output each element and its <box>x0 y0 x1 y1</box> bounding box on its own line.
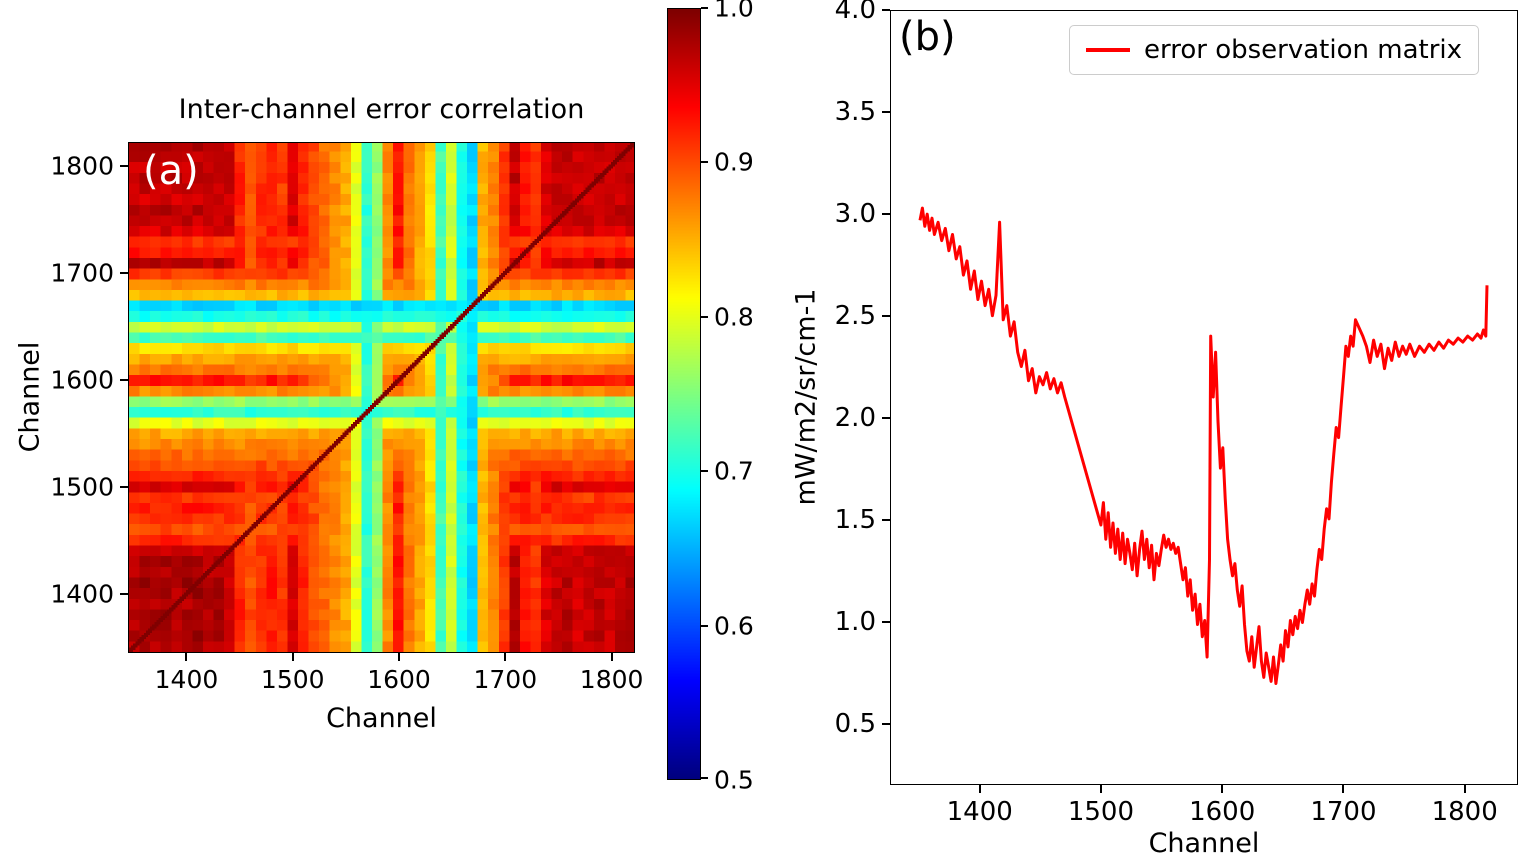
panel-b-x-tick-label: 1600 <box>1189 797 1256 827</box>
panel-b-y-tick-label: 0.5 <box>834 708 876 739</box>
heatmap-plot: (a) <box>128 142 635 653</box>
panel-b-y-tick <box>882 620 890 623</box>
panel-b-y-tick-label: 1.0 <box>834 606 876 637</box>
colorbar-tick <box>701 7 708 9</box>
colorbar-tick-label: 0.8 <box>714 302 754 332</box>
panel-b-x-tick <box>1221 785 1224 793</box>
colorbar-tick-label: 0.6 <box>714 611 754 641</box>
panel-b-y-tick <box>882 722 890 725</box>
panel-b-x-tick-label: 1800 <box>1431 797 1498 827</box>
panel-a-x-tick <box>504 653 507 661</box>
panel-b-x-tick-label: 1500 <box>1067 797 1135 827</box>
colorbar-tick-label: 0.7 <box>714 456 754 486</box>
panel-a-xlabel: Channel <box>326 703 437 734</box>
panel-a-y-tick-label: 1700 <box>50 258 114 288</box>
error-line-svg <box>918 206 1489 685</box>
panel-b-y-tick-label: 3.5 <box>834 96 876 127</box>
panel-a-y-tick <box>120 485 128 488</box>
panel-b-y-tick-label: 2.0 <box>834 402 876 433</box>
colorbar-tick-label: 0.5 <box>714 765 754 795</box>
colorbar <box>667 8 701 780</box>
panel-b-y-tick-label: 1.5 <box>834 504 876 535</box>
panel-b-y-tick-label: 2.5 <box>834 300 876 331</box>
panel-b-y-tick <box>882 314 890 317</box>
panel-a-title: Inter-channel error correlation <box>178 94 585 125</box>
panel-a-y-tick-label: 1600 <box>50 365 114 395</box>
panel-a-ylabel: Channel <box>14 341 46 453</box>
colorbar-tick <box>701 315 708 318</box>
panel-b-x-tick <box>1099 785 1102 793</box>
colorbar-tick-label: 0.9 <box>714 147 754 177</box>
panel-a-y-tick-label: 1400 <box>50 579 114 609</box>
panel-a-x-tick <box>185 653 188 661</box>
panel-a-x-tick <box>398 653 401 661</box>
panel-a-y-tick <box>120 378 128 381</box>
heatmap-image <box>129 143 634 652</box>
line-plot: (b) error observation matrix <box>890 10 1518 785</box>
panel-a-label: (a) <box>143 148 199 194</box>
panel-b-y-tick <box>882 416 890 419</box>
panel-a-x-tick <box>610 653 613 661</box>
panel-b-label: (b) <box>899 14 956 60</box>
panel-a-x-tick-label: 1800 <box>579 665 644 694</box>
panel-b-xlabel: Channel <box>1148 828 1260 859</box>
panel-a-y-tick <box>120 271 128 274</box>
panel-b-x-tick-label: 1400 <box>946 797 1013 827</box>
legend-line-sample <box>1086 48 1130 52</box>
colorbar-tick <box>701 470 708 473</box>
colorbar-tick-label: 1.0 <box>714 0 754 23</box>
panel-b-y-tick <box>882 518 890 521</box>
colorbar-gradient <box>668 9 700 779</box>
legend: error observation matrix <box>1069 25 1479 75</box>
panel-a-y-tick-label: 1500 <box>50 472 114 502</box>
panel-b-y-tick-label: 3.0 <box>834 198 876 229</box>
panel-a-x-tick-label: 1500 <box>260 665 325 694</box>
panel-b-x-tick-label: 1700 <box>1310 797 1377 827</box>
panel-a-x-tick-label: 1600 <box>367 665 431 694</box>
panel-b-x-tick <box>978 785 981 793</box>
panel-b-x-tick <box>1342 785 1345 793</box>
colorbar-tick <box>701 777 708 779</box>
colorbar-tick <box>701 624 708 627</box>
panel-b-y-tick-label: 4.0 <box>834 0 876 25</box>
panel-a-y-tick <box>120 593 128 596</box>
panel-b-y-tick <box>882 110 890 113</box>
panel-a-x-tick-label: 1400 <box>154 665 219 694</box>
panel-b-y-tick <box>882 212 890 215</box>
panel-a-y-tick <box>120 164 128 167</box>
legend-label: error observation matrix <box>1144 35 1462 65</box>
error-line <box>918 206 1489 685</box>
colorbar-tick <box>701 161 708 164</box>
panel-a-y-tick-label: 1800 <box>50 151 114 181</box>
panel-b-y-tick <box>882 9 890 11</box>
panel-b-x-tick <box>1463 785 1466 793</box>
panel-a-x-tick <box>291 653 294 661</box>
panel-a-x-tick-label: 1700 <box>473 665 538 694</box>
